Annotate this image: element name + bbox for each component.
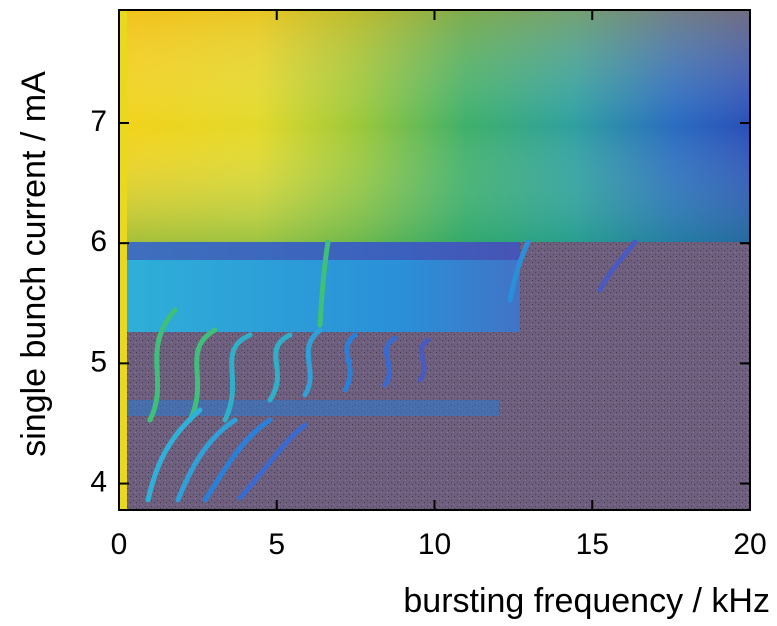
x-tick-label: 20 — [733, 528, 766, 561]
x-axis-label: bursting frequency / kHz — [403, 582, 770, 620]
heatmap-image — [118, 9, 751, 511]
x-tick-label: 15 — [576, 528, 609, 561]
y-tick-label: 4 — [90, 465, 107, 498]
y-tick-label: 5 — [90, 345, 107, 378]
x-tick-label: 5 — [268, 528, 285, 561]
y-axis-label: single bunch current / mA — [15, 71, 53, 457]
y-tick-label: 7 — [90, 105, 107, 138]
y-tick-label: 6 — [90, 225, 107, 258]
x-tick-label: 10 — [418, 528, 451, 561]
x-tick-label: 0 — [111, 528, 128, 561]
